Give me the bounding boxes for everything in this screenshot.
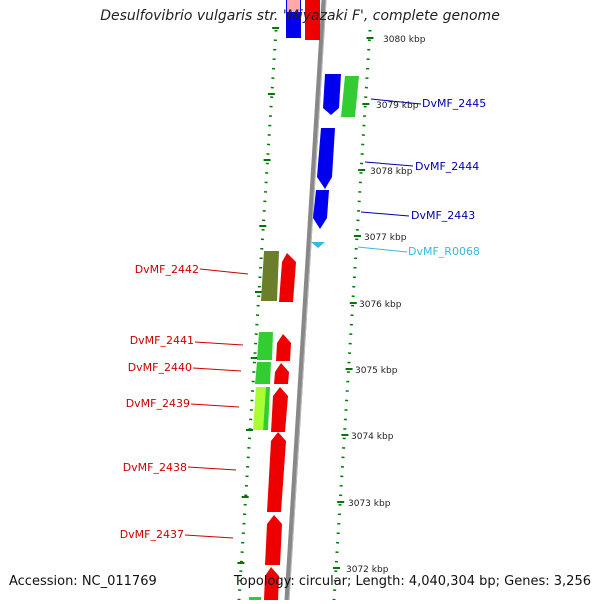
gene-dvmf-2445-blue[interactable] [323,74,341,115]
kbp-label-3079: 3079 kbp [376,101,419,111]
gene-dvmf-2440[interactable] [255,362,271,384]
kbp-label-3080: 3080 kbp [383,35,426,45]
kbp-label-3072: 3072 kbp [346,565,389,575]
leader-dvmf-2444 [364,161,414,167]
leader-dvmf-2442 [199,268,249,275]
genome-backbone [284,0,327,601]
gene-red-top[interactable] [305,0,320,40]
gene-dvmf-2439-red[interactable] [271,387,288,432]
label-dvmf-2440[interactable]: DvMF_2440 [128,361,192,374]
gene-dvmf-2442[interactable] [261,251,279,301]
left-dotted-track [237,29,278,601]
label-dvmf-2437[interactable]: DvMF_2437 [120,528,184,541]
gene-top-shade [287,0,300,12]
label-dvmf-2444[interactable]: DvMF_2444 [415,160,479,173]
gene-dvmf-2439[interactable] [253,387,266,430]
accession-label: Accession: NC_011769 [9,574,157,589]
gene-bottom-red[interactable] [264,567,279,600]
kbp-ticks [333,37,374,569]
label-dvmf-2442[interactable]: DvMF_2442 [135,263,199,276]
leader-dvmf-2441 [194,341,244,346]
leader-dvmf-2440 [192,367,242,372]
leader-dvmf-2445 [370,98,422,105]
leader-dvmf-r0068 [357,246,408,253]
leader-dvmf-2443 [360,211,410,217]
gene-dvmf-2438[interactable] [267,432,286,512]
gene-dvmf-2441[interactable] [257,332,273,360]
leader-dvmf-2438 [187,466,237,471]
gene-dvmf-2442-red[interactable] [279,253,296,302]
label-dvmf-2443[interactable]: DvMF_2443 [411,209,475,222]
gene-dvmf-2440-red[interactable] [274,363,289,384]
label-dvmf-2439[interactable]: DvMF_2439 [126,397,190,410]
gene-bottom-green[interactable] [249,597,261,600]
gene-dvmf-2443[interactable] [313,190,329,229]
right-dotted-track [332,29,372,601]
leader-dvmf-2437 [184,534,234,539]
gene-dvmf-2445[interactable] [341,76,359,117]
left-ticks [237,27,280,564]
gene-dvmf-r0068[interactable] [311,242,325,248]
label-dvmf-2441[interactable]: DvMF_2441 [130,334,194,347]
kbp-label-3076: 3076 kbp [359,300,402,310]
gene-dvmf-2437[interactable] [265,515,282,565]
label-dvmf-2445[interactable]: DvMF_2445 [422,97,486,110]
gene-dvmf-2444[interactable] [317,128,335,189]
kbp-label-3075: 3075 kbp [355,366,398,376]
label-dvmf-r0068[interactable]: DvMF_R0068 [408,245,480,258]
genome-title: Desulfovibrio vulgaris str. 'Miyazaki F'… [100,8,500,24]
kbp-label-3078: 3078 kbp [370,167,413,177]
topology-label: Topology: circular; Length: 4,040,304 bp… [233,574,591,589]
kbp-label-3073: 3073 kbp [348,499,391,509]
genome-backbone-highlight [288,0,327,601]
kbp-label-3074: 3074 kbp [351,432,394,442]
label-dvmf-2438[interactable]: DvMF_2438 [123,461,187,474]
kbp-label-3077: 3077 kbp [364,233,407,243]
gene-dvmf-2439-green[interactable] [263,387,270,430]
gene-dvmf-2441-red[interactable] [276,334,291,361]
leader-dvmf-2439 [190,403,240,408]
